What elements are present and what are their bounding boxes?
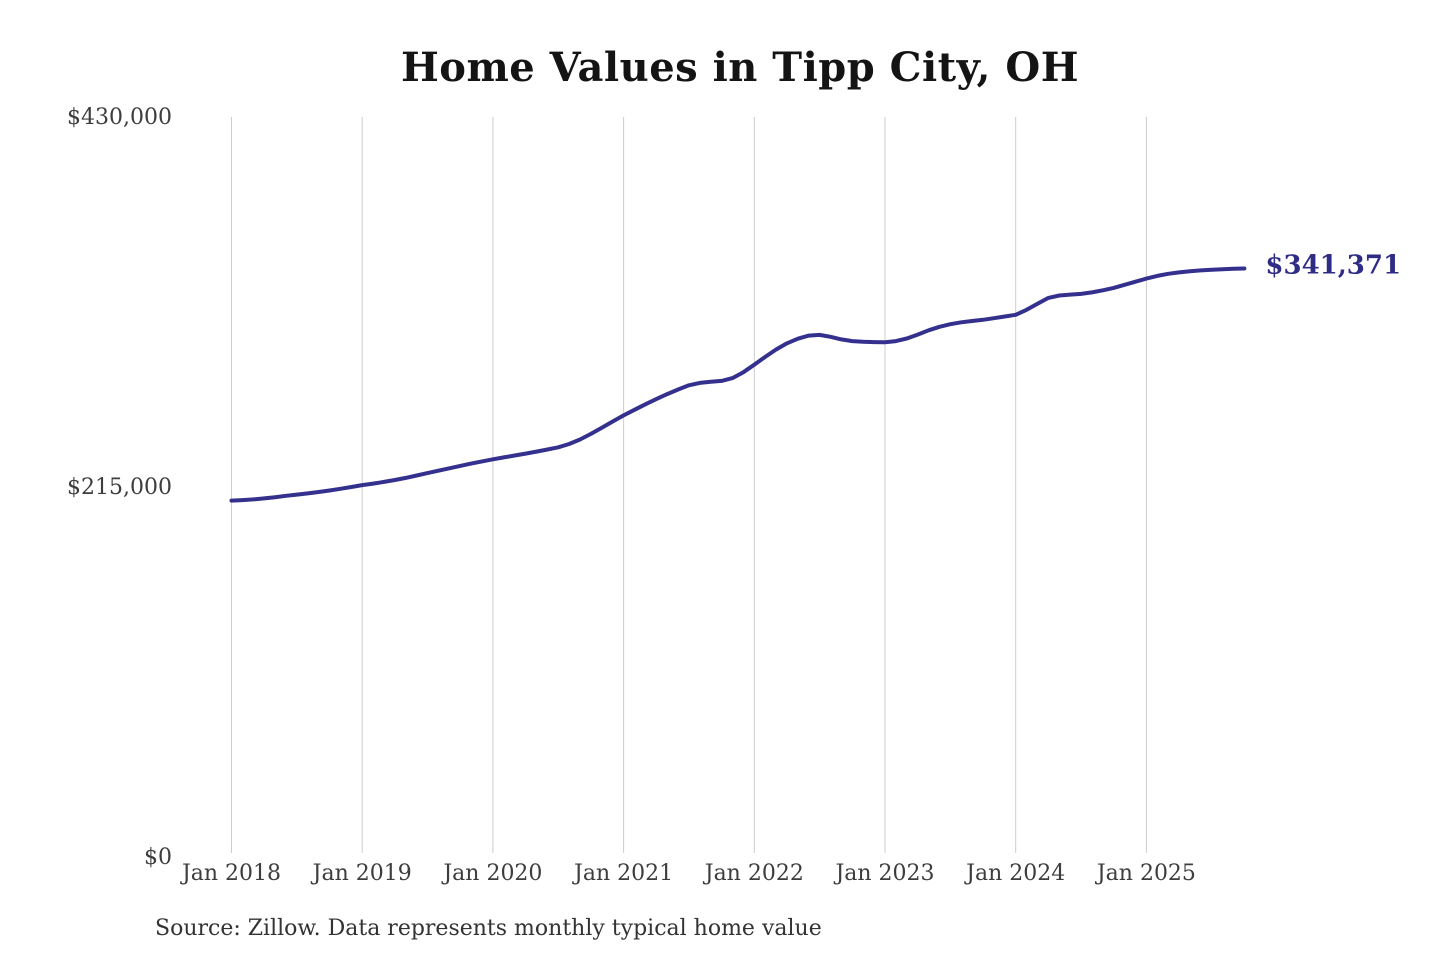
y-tick-label: $215,000 [67, 475, 172, 500]
x-tick-label: Jan 2019 [311, 861, 412, 886]
x-tick-label: Jan 2021 [572, 861, 673, 886]
value-line [229, 266, 1247, 503]
x-tick-label: Jan 2020 [441, 861, 542, 886]
x-tick-label: Jan 2024 [964, 861, 1065, 886]
x-tick-label: Jan 2023 [833, 861, 934, 886]
y-tick-label: $430,000 [67, 105, 172, 130]
x-tick-label: Jan 2018 [180, 861, 281, 886]
y-tick-label: $0 [144, 845, 172, 870]
source-note: Source: Zillow. Data represents monthly … [155, 916, 822, 941]
end-value-label: $341,371 [1265, 251, 1401, 281]
x-tick-label: Jan 2022 [703, 861, 804, 886]
x-tick-label: Jan 2025 [1095, 861, 1196, 886]
chart-title: Home Values in Tipp City, OH [400, 44, 1080, 91]
